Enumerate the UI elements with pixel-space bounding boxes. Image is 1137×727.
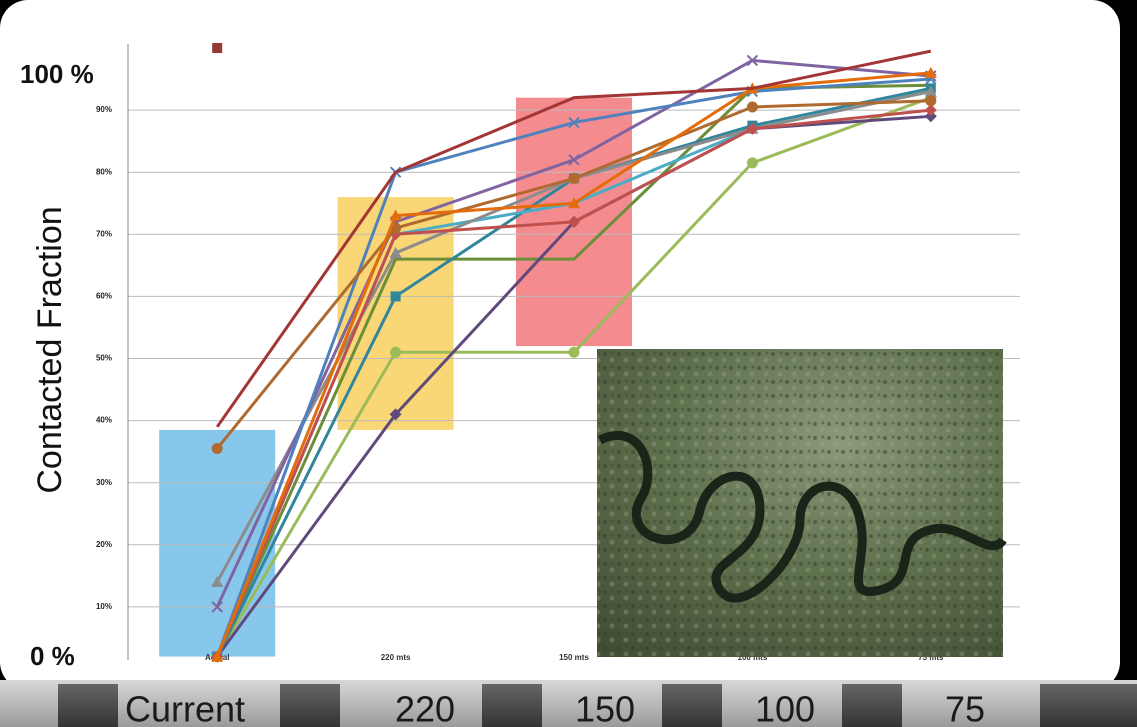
marker bbox=[747, 101, 758, 112]
y-tick-label: 80% bbox=[96, 167, 112, 176]
y-tick-label: 70% bbox=[96, 229, 112, 238]
footer-label: 100 bbox=[755, 689, 815, 727]
separator-block bbox=[842, 684, 902, 727]
separator-block bbox=[280, 684, 340, 727]
y-tick-label: 90% bbox=[96, 105, 112, 114]
y-axis-title: Contacted Fraction bbox=[31, 206, 69, 493]
slide-canvas: 10%20%30%40%50%60%70%80%90%Actual220 mts… bbox=[0, 0, 1137, 727]
y-tick-label: 60% bbox=[96, 292, 112, 301]
marker bbox=[390, 347, 401, 358]
y-tick-label: 20% bbox=[96, 540, 112, 549]
y-tick-label: 50% bbox=[96, 354, 112, 363]
bottom-label: 0 % bbox=[30, 641, 75, 671]
footer-label: 220 bbox=[395, 689, 455, 727]
separator-block bbox=[662, 684, 722, 727]
y-tick-label: 40% bbox=[96, 416, 112, 425]
marker bbox=[569, 347, 580, 358]
marker bbox=[212, 43, 222, 53]
separator-block bbox=[482, 684, 542, 727]
y-tick-label: 10% bbox=[96, 602, 112, 611]
slide: {"chart_data": {"type": "line", "y_label… bbox=[0, 0, 1137, 727]
x-tick-label: 220 mts bbox=[381, 653, 411, 662]
footer: Current 220 150 100 75 bbox=[58, 684, 1137, 727]
marker bbox=[212, 443, 223, 454]
marker bbox=[391, 291, 401, 301]
separator-block bbox=[1040, 684, 1137, 727]
photo bbox=[597, 349, 1003, 657]
footer-label: Current bbox=[125, 689, 245, 727]
top-label: 100 % bbox=[20, 59, 94, 89]
marker bbox=[747, 157, 758, 168]
footer-label: 150 bbox=[575, 689, 635, 727]
marker bbox=[925, 95, 936, 106]
marker bbox=[569, 173, 580, 184]
separator-block bbox=[58, 684, 118, 727]
footer-label: 75 bbox=[945, 689, 985, 727]
x-tick-label: 150 mts bbox=[559, 653, 589, 662]
y-tick-label: 30% bbox=[96, 478, 112, 487]
